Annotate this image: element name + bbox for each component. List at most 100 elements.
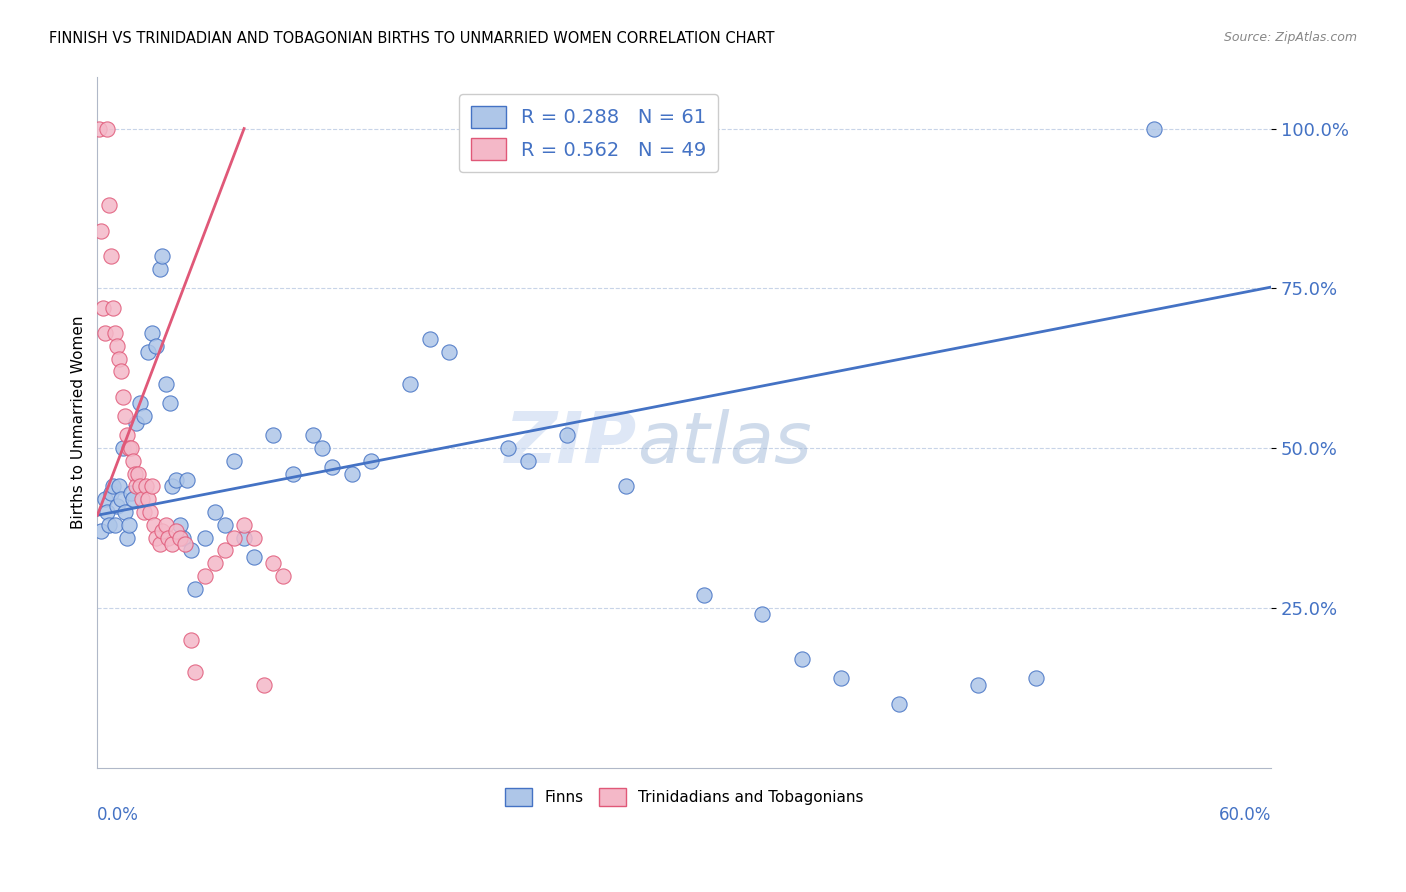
- Point: [115, 428, 138, 442]
- Point: [96, 505, 118, 519]
- Point: [114, 409, 136, 424]
- Point: [125, 479, 148, 493]
- Point: [243, 549, 266, 564]
- Point: [214, 543, 236, 558]
- Point: [360, 454, 382, 468]
- Point: [516, 454, 538, 468]
- Point: [1025, 671, 1047, 685]
- Point: [91, 301, 114, 315]
- Text: atlas: atlas: [637, 409, 811, 478]
- Point: [155, 517, 177, 532]
- Point: [101, 479, 124, 493]
- Point: [125, 416, 148, 430]
- Point: [139, 505, 162, 519]
- Point: [165, 524, 187, 539]
- Point: [143, 517, 166, 532]
- Point: [1143, 121, 1166, 136]
- Point: [129, 479, 152, 493]
- Point: [614, 479, 637, 493]
- Point: [124, 467, 146, 481]
- Point: [262, 556, 284, 570]
- Point: [224, 454, 246, 468]
- Point: [966, 678, 988, 692]
- Point: [90, 224, 112, 238]
- Point: [555, 428, 578, 442]
- Point: [136, 345, 159, 359]
- Point: [693, 588, 716, 602]
- Point: [98, 198, 121, 212]
- Point: [110, 492, 132, 507]
- Point: [496, 441, 519, 455]
- Point: [204, 505, 226, 519]
- Point: [156, 531, 179, 545]
- Point: [111, 390, 134, 404]
- Point: [889, 697, 911, 711]
- Point: [340, 467, 363, 481]
- Point: [214, 517, 236, 532]
- Point: [204, 556, 226, 570]
- Point: [150, 249, 173, 263]
- Point: [751, 607, 773, 622]
- Point: [155, 377, 177, 392]
- Point: [194, 569, 217, 583]
- Point: [281, 467, 304, 481]
- Point: [233, 531, 256, 545]
- Point: [111, 441, 134, 455]
- Point: [184, 582, 207, 596]
- Point: [96, 121, 118, 136]
- Legend: Finns, Trinidadians and Tobagonians: Finns, Trinidadians and Tobagonians: [499, 782, 870, 812]
- Point: [90, 524, 112, 539]
- Point: [194, 531, 217, 545]
- Point: [104, 326, 127, 340]
- Point: [104, 517, 127, 532]
- Point: [174, 537, 197, 551]
- Point: [134, 505, 156, 519]
- Point: [321, 460, 343, 475]
- Point: [176, 473, 198, 487]
- Point: [180, 543, 202, 558]
- Point: [419, 333, 441, 347]
- Point: [108, 351, 131, 366]
- Point: [114, 505, 136, 519]
- Point: [136, 492, 159, 507]
- Point: [165, 473, 187, 487]
- Point: [89, 121, 111, 136]
- Point: [108, 479, 131, 493]
- Point: [159, 396, 181, 410]
- Point: [262, 428, 284, 442]
- Point: [160, 479, 183, 493]
- Point: [98, 517, 121, 532]
- Point: [100, 249, 122, 263]
- Point: [134, 409, 156, 424]
- Point: [399, 377, 422, 392]
- Point: [121, 492, 143, 507]
- Point: [129, 396, 152, 410]
- Point: [94, 326, 117, 340]
- Text: ZIP: ZIP: [505, 409, 637, 478]
- Point: [141, 326, 163, 340]
- Point: [172, 531, 194, 545]
- Point: [169, 517, 191, 532]
- Point: [118, 441, 141, 455]
- Point: [149, 537, 172, 551]
- Point: [271, 569, 294, 583]
- Text: FINNISH VS TRINIDADIAN AND TOBAGONIAN BIRTHS TO UNMARRIED WOMEN CORRELATION CHAR: FINNISH VS TRINIDADIAN AND TOBAGONIAN BI…: [49, 31, 775, 46]
- Point: [301, 428, 323, 442]
- Point: [145, 531, 167, 545]
- Point: [184, 665, 207, 679]
- Point: [830, 671, 852, 685]
- Text: 60.0%: 60.0%: [1219, 805, 1271, 823]
- Point: [233, 517, 256, 532]
- Point: [121, 454, 143, 468]
- Point: [145, 339, 167, 353]
- Point: [149, 262, 172, 277]
- Point: [243, 531, 266, 545]
- Point: [180, 632, 202, 647]
- Point: [160, 537, 183, 551]
- Point: [135, 479, 157, 493]
- Point: [105, 339, 128, 353]
- Point: [120, 486, 142, 500]
- Point: [110, 364, 132, 378]
- Text: Source: ZipAtlas.com: Source: ZipAtlas.com: [1223, 31, 1357, 45]
- Point: [120, 441, 142, 455]
